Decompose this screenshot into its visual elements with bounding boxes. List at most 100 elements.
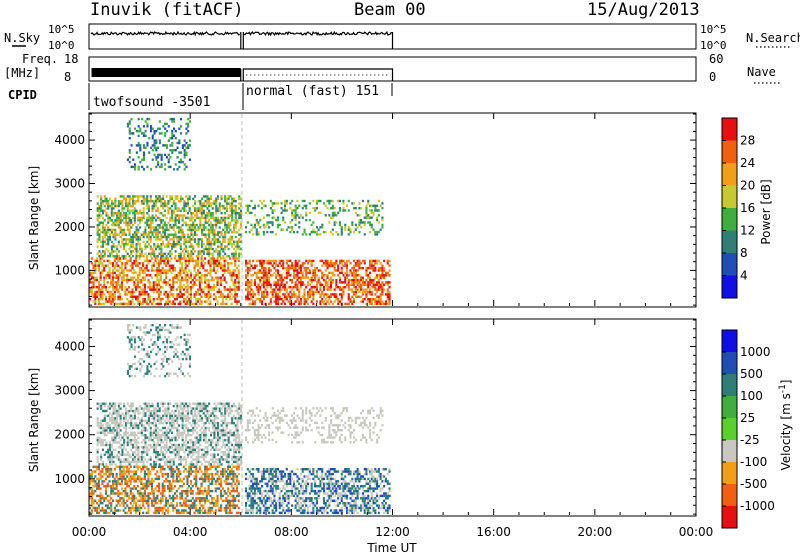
echo-cell [212,465,215,468]
echo-cell [250,283,253,286]
echo-cell [236,212,239,215]
echo-cell [158,487,161,490]
echo-cell [160,156,163,159]
echo-cell [96,506,99,510]
echo-cell [209,247,212,251]
echo-cell [119,266,122,270]
echo-cell [147,436,150,439]
echo-cell [110,202,113,205]
echo-cell [166,509,169,512]
echo-cell [376,288,379,291]
echo-cell [255,288,258,291]
echo-cell [195,243,198,246]
echo-cell [161,497,164,500]
echo-cell [147,207,150,210]
echo-cell [386,259,389,263]
echo-cell [181,214,184,217]
echo-cell [305,269,308,272]
echo-cell [189,286,192,289]
echo-cell [190,250,193,253]
echo-cell [292,266,295,270]
echo-cell [96,460,99,464]
echo-cell [161,509,164,512]
echo-cell [181,228,184,232]
echo-cell [280,207,283,210]
echo-cell [374,298,377,301]
echo-cell [138,286,141,289]
echo-cell [234,278,237,282]
echo-cell [104,298,107,301]
echo-cell [346,266,349,270]
echo-cell [156,216,159,220]
echo-cell [97,300,100,303]
echo-cell [257,276,260,279]
echo-cell [136,286,139,289]
echo-cell [201,238,204,241]
echo-cell [98,424,101,427]
echo-cell [133,499,136,502]
echo-cell [358,207,361,210]
echo-cell [92,492,95,495]
echo-cell [269,298,272,301]
echo-cell [181,293,184,296]
echo-cell [140,278,143,282]
echo-cell [174,506,177,510]
echo-cell [253,271,256,275]
echo-cell [204,470,207,473]
echo-cell [97,487,100,490]
echo-cell [119,214,122,217]
echo-cell [96,465,99,468]
echo-cell [135,502,138,505]
echo-cell [106,264,109,267]
echo-cell [337,302,340,306]
echo-cell [92,485,95,488]
echo-cell [96,477,99,481]
echo-cell [112,281,115,284]
echo-cell [205,489,208,493]
echo-cell [142,207,145,210]
echo-cell [135,424,138,427]
echo-cell [140,446,143,449]
echo-cell [264,276,267,279]
echo-cell [165,202,168,205]
echo-cell [121,204,124,208]
echo-cell [138,465,141,468]
echo-cell [207,286,210,289]
echo-cell [170,470,173,473]
echo-cell [168,283,171,286]
echo-cell [130,414,133,417]
echo-cell [98,404,101,408]
echo-cell [130,455,133,459]
echo-cell [266,283,269,286]
echo-cell [211,233,214,236]
echo-cell [319,300,322,303]
echo-cell [103,434,106,437]
echo-cell [96,458,99,461]
echo-cell [358,283,361,286]
echo-cell [191,302,194,306]
echo-cell [156,502,159,505]
echo-cell [319,281,322,284]
echo-cell [121,451,124,454]
echo-cell [119,295,122,298]
echo-cell [132,235,135,239]
echo-cell [98,250,101,253]
echo-cell [142,412,145,415]
echo-cell [108,262,111,265]
echo-cell [321,298,324,301]
echo-cell [227,202,230,205]
echo-cell [100,455,103,459]
echo-cell [177,509,180,512]
echo-cell [250,298,253,301]
echo-cell [161,492,164,495]
echo-cell [151,492,154,495]
echo-cell [308,290,311,294]
echo-cell [212,298,215,301]
echo-cell [174,269,177,272]
echo-cell [214,480,217,483]
echo-cell [178,139,181,142]
echo-cell [96,487,99,490]
echo-cell [381,300,384,303]
echo-cell [107,426,110,430]
echo-cell [333,214,336,217]
